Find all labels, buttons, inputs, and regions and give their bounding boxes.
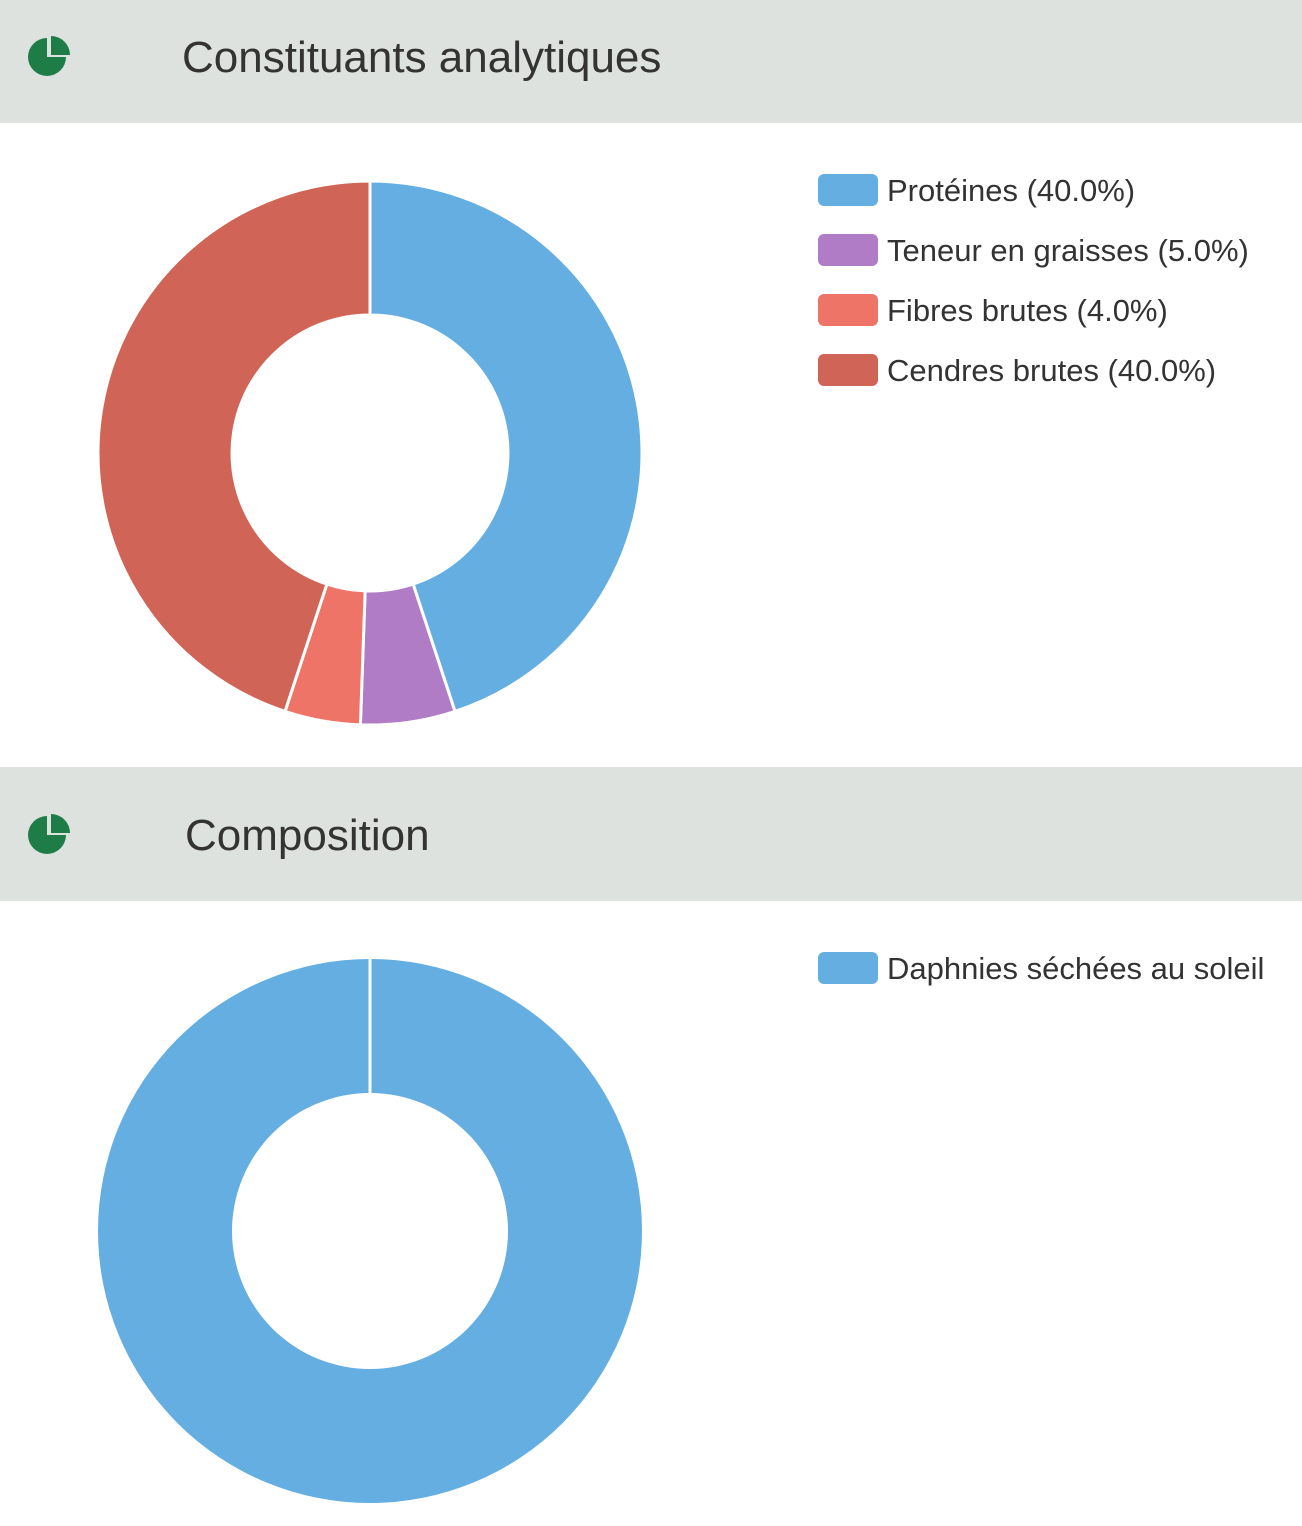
legend-item[interactable]: Protéines (40.0%) — [818, 160, 1249, 220]
donut-chart — [98, 959, 642, 1503]
legend-swatch — [818, 354, 878, 386]
legend-swatch — [818, 174, 878, 206]
pie-chart-icon-slice — [51, 814, 70, 833]
legend-label: Daphnies séchées au soleil — [887, 950, 1265, 986]
legend-label: Cendres brutes (40.0%) — [887, 352, 1217, 388]
legend-item[interactable]: Cendres brutes (40.0%) — [818, 340, 1249, 400]
section-title: Composition — [185, 811, 430, 860]
legend-label: Fibres brutes (4.0%) — [887, 292, 1168, 328]
legend-swatch — [818, 952, 878, 984]
chart-legend: Daphnies séchées au soleil — [818, 938, 1264, 998]
pie-chart-icon-body — [28, 38, 66, 76]
section-header: Composition — [0, 767, 1302, 901]
section-title: Constituants analytiques — [182, 33, 662, 82]
pie-chart-icon — [28, 36, 70, 76]
donut-slice[interactable] — [96, 179, 372, 713]
legend-item[interactable]: Teneur en graisses (5.0%) — [818, 220, 1249, 280]
pie-chart-icon-slice — [51, 36, 70, 55]
legend-swatch — [818, 294, 878, 326]
donut-slice[interactable] — [368, 179, 644, 713]
pie-chart-icon-body — [28, 816, 66, 854]
pie-chart-icon — [28, 814, 70, 854]
legend-item[interactable]: Fibres brutes (4.0%) — [818, 280, 1249, 340]
legend-label: Protéines (40.0%) — [887, 172, 1136, 208]
legend-item[interactable]: Daphnies séchées au soleil — [818, 938, 1264, 998]
donut-chart — [96, 179, 644, 727]
legend-label: Teneur en graisses (5.0%) — [887, 232, 1249, 268]
section-header: Constituants analytiques — [0, 0, 1302, 123]
donut-slice[interactable] — [98, 959, 642, 1503]
legend-swatch — [818, 234, 878, 266]
chart-legend: Protéines (40.0%) Teneur en graisses (5.… — [818, 160, 1249, 400]
